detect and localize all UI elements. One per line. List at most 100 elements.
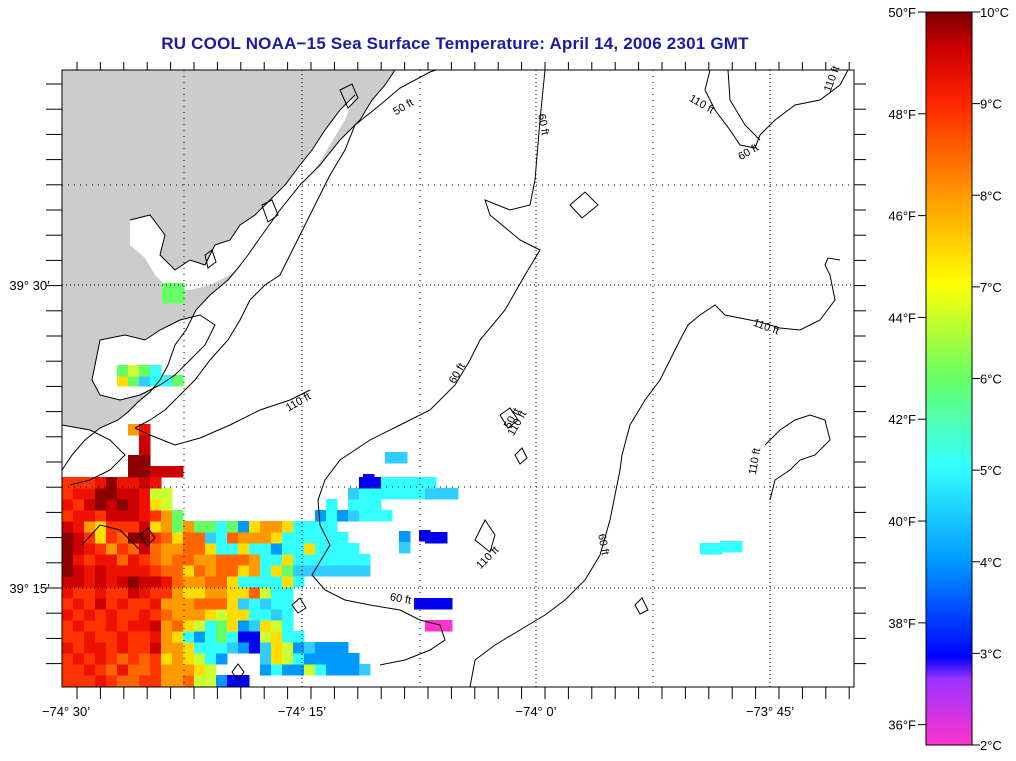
sst-cell [117,499,129,511]
sst-cell [161,664,173,676]
sst-cell [260,653,272,665]
sst-cell [183,675,195,687]
sst-cell [271,521,283,533]
colorbar-f-label: 44°F [888,310,916,325]
sst-cell [414,477,426,489]
sst-cell [194,565,206,577]
sst-cell [183,587,195,599]
sst-cell [238,554,250,566]
sst-cell [260,532,272,544]
sst-cell [348,554,360,566]
sst-cell [293,642,305,654]
sst-cell [172,664,184,676]
colorbar-c-label: 10°C [980,5,1009,20]
sst-cell [128,488,140,500]
sst-cell [62,510,74,522]
sst-cell [238,543,250,555]
sst-cell [205,642,217,654]
sst-cell [315,565,327,577]
sst-cell [128,642,140,654]
sst-cell [84,642,96,654]
sst-cell [161,631,173,643]
sst-cell [337,653,349,665]
sst-cell [172,565,184,577]
sst-cell [205,598,217,610]
sst-cell [84,532,96,544]
sst-cell [359,664,371,676]
lon-label: −74° 15’ [278,704,326,719]
sst-cell [172,521,184,533]
sst-cell [315,510,327,522]
sst-cell [172,576,184,588]
sst-cell [106,521,118,533]
sst-cell [370,499,382,511]
sst-cell [399,531,411,543]
sst-cell [282,587,294,599]
sst-cell [161,510,173,522]
sst-cell [161,466,173,478]
sst-cell [73,510,85,522]
sst-cell [139,675,151,687]
sst-cell [260,587,272,599]
sst-cell [172,375,184,387]
sst-cell [95,576,107,588]
sst-cell [227,609,239,621]
sst-cell [315,664,327,676]
sst-cell [326,499,338,511]
sst-cell [84,576,96,588]
sst-cell [326,543,338,555]
sst-cell [128,375,140,387]
sst-cell [139,466,151,478]
sst-cell [62,554,74,566]
sst-cell [84,609,96,621]
sst-cell [95,653,107,665]
sst-cell [249,598,261,610]
sst-cell [139,521,151,533]
sst-cell [337,543,349,555]
sst-cell [348,488,360,500]
sst-cell [700,543,712,555]
sst-cell [194,598,206,610]
sst-cell [260,565,272,577]
sst-cell [430,598,442,610]
colorbar-c-label: 4°C [980,555,1002,570]
sst-cell [249,532,261,544]
sst-cell [271,631,283,643]
sst-cell [139,598,151,610]
sst-cell [238,609,250,621]
sst-cell [117,532,129,544]
sst-cell [172,466,184,478]
sst-cell [95,642,107,654]
sst-cell [183,642,195,654]
sst-cell [216,642,228,654]
sst-cell [381,477,393,489]
sst-cell [348,653,360,665]
colorbar-c-label: 3°C [980,646,1002,661]
sst-cell [249,543,261,555]
colorbar-f-label: 46°F [888,209,916,224]
sst-cell [447,488,459,500]
sst-cell [359,499,371,511]
sst-cell [172,587,184,599]
sst-cell [128,565,140,577]
sst-cell [62,543,74,555]
sst-cell [326,653,338,665]
contour-50ft-b [134,389,311,446]
sst-cell [359,510,371,522]
contour-50ft [134,70,437,429]
colorbar-f-label: 40°F [888,514,916,529]
sst-cell [95,499,107,511]
sst-cell [227,642,239,654]
sst-cell [150,576,162,588]
contour-label: 60 ft [535,113,551,136]
sst-cell [117,510,129,522]
sst-cell [282,642,294,654]
sst-cell [150,375,162,387]
sst-cell [84,477,96,489]
lat-label: 39° 15’ [9,581,50,596]
sst-cell [139,365,151,377]
contour-60ft [311,70,546,666]
sst-cell [117,554,129,566]
sst-cell [106,587,118,599]
sst-cell [128,675,140,687]
